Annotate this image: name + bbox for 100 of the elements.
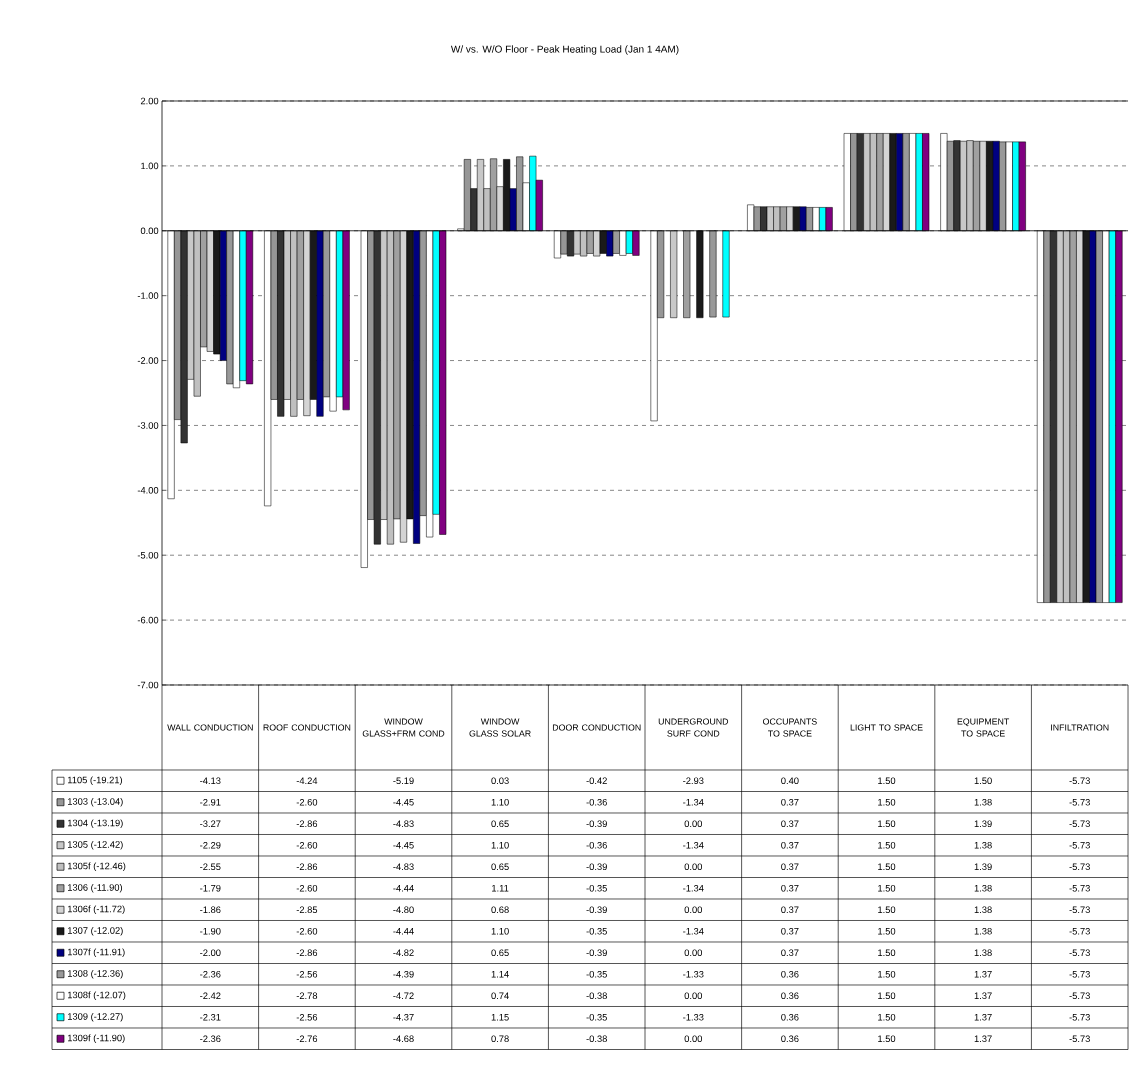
data-label: 0.00: [684, 949, 703, 957]
data-label: -5.73: [1069, 992, 1090, 1000]
x-tick-label: WALL CONDUCTION: [167, 724, 253, 731]
data-label: -2.42: [200, 992, 221, 999]
x-tick-label: WINDOW GLASS SOLAR: [469, 718, 531, 737]
data-label: -2.91: [200, 798, 221, 806]
data-label: 1.37: [974, 992, 992, 1000]
data-label: -4.72: [393, 992, 414, 999]
y-tick-label: 1.00: [141, 162, 159, 170]
data-label: -2.36: [200, 1035, 221, 1043]
data-label: 1.38: [974, 927, 992, 935]
data-label: -1.34: [683, 927, 704, 935]
data-label: 1.50: [878, 906, 896, 914]
data-label: 0.65: [491, 863, 509, 871]
data-label: 1.15: [491, 1014, 509, 1021]
data-label: 1.50: [878, 820, 896, 828]
data-label: 0.37: [781, 927, 799, 935]
data-label: -5.19: [393, 777, 414, 785]
data-label: 0.36: [781, 1013, 799, 1021]
data-label: 1.50: [878, 949, 896, 957]
data-label: -0.38: [586, 992, 607, 1000]
data-label: -1.34: [683, 841, 704, 849]
data-label: -0.42: [586, 777, 607, 785]
data-label: 1.50: [878, 884, 896, 892]
data-label: -2.76: [296, 1035, 318, 1043]
data-label: 1.39: [974, 820, 992, 828]
y-tick-label: -6.00: [137, 616, 159, 624]
data-label: 0.03: [491, 777, 509, 785]
y-tick-label: 2.00: [140, 97, 159, 105]
data-label: -0.35: [586, 884, 607, 892]
data-label: -2.78: [296, 992, 318, 1000]
data-label: -2.85: [296, 906, 318, 914]
legend-label: 1308 (-12.36): [67, 969, 123, 979]
data-label: 0.68: [491, 906, 509, 914]
data-label: 0.00: [684, 906, 703, 914]
data-label: -5.73: [1069, 1013, 1090, 1021]
data-label: 1.50: [878, 841, 896, 849]
data-label: 0.37: [781, 798, 799, 806]
data-label: 0.37: [781, 841, 799, 849]
data-label: -2.60: [296, 798, 318, 806]
data-label: -5.73: [1069, 949, 1090, 957]
data-label: -2.93: [683, 777, 704, 785]
y-tick-label: -4.00: [137, 487, 159, 494]
data-label: -2.56: [296, 1013, 318, 1021]
data-label: -2.60: [296, 884, 318, 892]
y-tick-label: 0.00: [140, 227, 159, 235]
data-label: 0.00: [684, 820, 703, 828]
data-label: -1.33: [683, 970, 704, 978]
data-label: -4.45: [393, 798, 414, 806]
data-label: -5.73: [1069, 820, 1090, 828]
data-label: -0.35: [586, 1013, 607, 1021]
data-label: -4.80: [393, 906, 414, 914]
data-label: -5.73: [1069, 927, 1090, 935]
data-label: 0.37: [781, 949, 799, 957]
legend-label: 1309f (-11.90): [67, 1034, 125, 1044]
data-label: 1.38: [974, 949, 992, 957]
data-label: 0.37: [781, 906, 799, 914]
data-label: 1.50: [878, 777, 896, 785]
data-label: -5.73: [1069, 906, 1090, 914]
data-label: -2.36: [200, 970, 221, 978]
x-tick-label: ROOF CONDUCTION: [263, 724, 351, 731]
data-label: 0.36: [781, 992, 799, 1000]
data-label: -4.44: [393, 928, 414, 935]
data-label: -5.73: [1069, 863, 1090, 871]
data-label: -4.83: [393, 820, 414, 828]
data-label: -5.73: [1069, 1035, 1090, 1043]
data-label: -4.45: [393, 842, 414, 849]
data-label: 1.50: [878, 927, 896, 935]
data-label: 0.00: [684, 863, 703, 871]
data-label: -0.36: [586, 798, 607, 806]
data-label: -0.39: [586, 949, 607, 957]
data-label: 1.50: [878, 970, 896, 978]
x-tick-label: INFILTRATION: [1051, 724, 1109, 731]
x-tick-label: UNDERGROUND SURF COND: [658, 718, 729, 737]
data-label: -4.44: [393, 885, 414, 892]
data-label: -5.73: [1069, 970, 1090, 978]
data-label: -0.38: [586, 1035, 607, 1043]
data-label: 1.10: [491, 798, 509, 806]
data-label: 1.38: [974, 906, 992, 914]
x-tick-label: LIGHT TO SPACE: [850, 724, 923, 731]
data-label: 0.65: [491, 949, 509, 957]
data-label: 1.50: [878, 1035, 896, 1043]
legend-label: 1304 (-13.19): [67, 819, 123, 829]
data-label: 0.78: [491, 1035, 509, 1043]
legend-label: 1105 (-19.21): [67, 776, 123, 786]
data-label: -0.35: [586, 970, 607, 978]
data-label: -5.73: [1069, 798, 1090, 806]
data-label: -2.86: [296, 863, 318, 871]
data-label: 1.11: [492, 885, 509, 892]
data-label: -4.37: [393, 1013, 414, 1021]
legend-label: 1306f (-11.72): [67, 905, 125, 915]
data-label: -0.39: [586, 906, 607, 914]
data-label: 0.37: [781, 863, 799, 871]
data-label: 1.39: [974, 863, 992, 871]
data-label: 0.00: [684, 1035, 703, 1043]
data-label: -1.90: [200, 927, 221, 935]
data-label: -1.79: [200, 884, 221, 892]
data-label: -5.73: [1069, 841, 1090, 849]
data-label: -2.31: [200, 1013, 221, 1021]
legend-label: 1305 (-12.42): [67, 840, 123, 850]
